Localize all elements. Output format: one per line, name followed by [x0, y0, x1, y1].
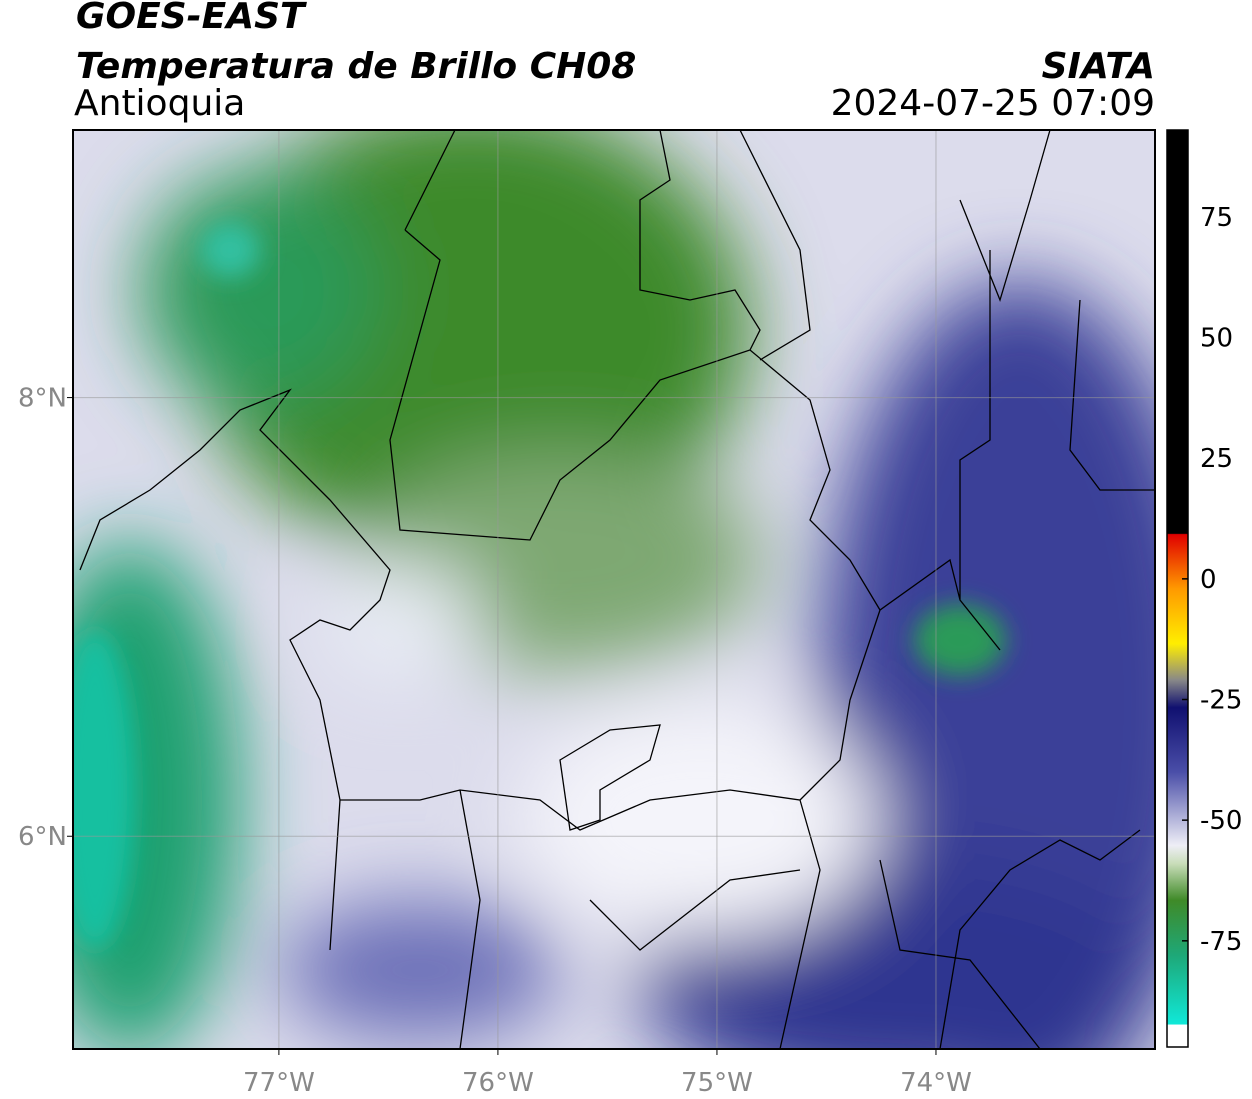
subtitle: Temperatura de Brillo CH08 [76, 46, 636, 87]
grid [73, 130, 1155, 1049]
x-tick-label: 76°W [462, 1068, 534, 1098]
satellite-image [73, 130, 1155, 1049]
title: GOES-EAST [76, 0, 307, 37]
colorbar-tick-label: 75 [1200, 203, 1233, 233]
y-tick-label: 8°N [18, 384, 67, 414]
x-tick-label: 74°W [900, 1068, 972, 1098]
y-tick-label: 6°N [18, 822, 67, 852]
colorbar-tick-label: 50 [1200, 324, 1233, 354]
datetime: 2024-07-25 07:09 [831, 83, 1155, 124]
source: SIATA [1042, 46, 1155, 87]
map-frame [72, 129, 1156, 1050]
colorbar-tick-label: 0 [1200, 565, 1217, 595]
colorbar-tick-label: -25 [1200, 686, 1242, 716]
colorbar-tick-label: 25 [1200, 444, 1233, 474]
x-tick-label: 77°W [243, 1068, 315, 1098]
colorbar-tick-label: -50 [1200, 806, 1242, 836]
region: Antioquia [74, 83, 245, 124]
colorbar-tick-label: -75 [1200, 927, 1242, 957]
x-tick-label: 75°W [681, 1068, 753, 1098]
colorbar [1166, 129, 1189, 1048]
